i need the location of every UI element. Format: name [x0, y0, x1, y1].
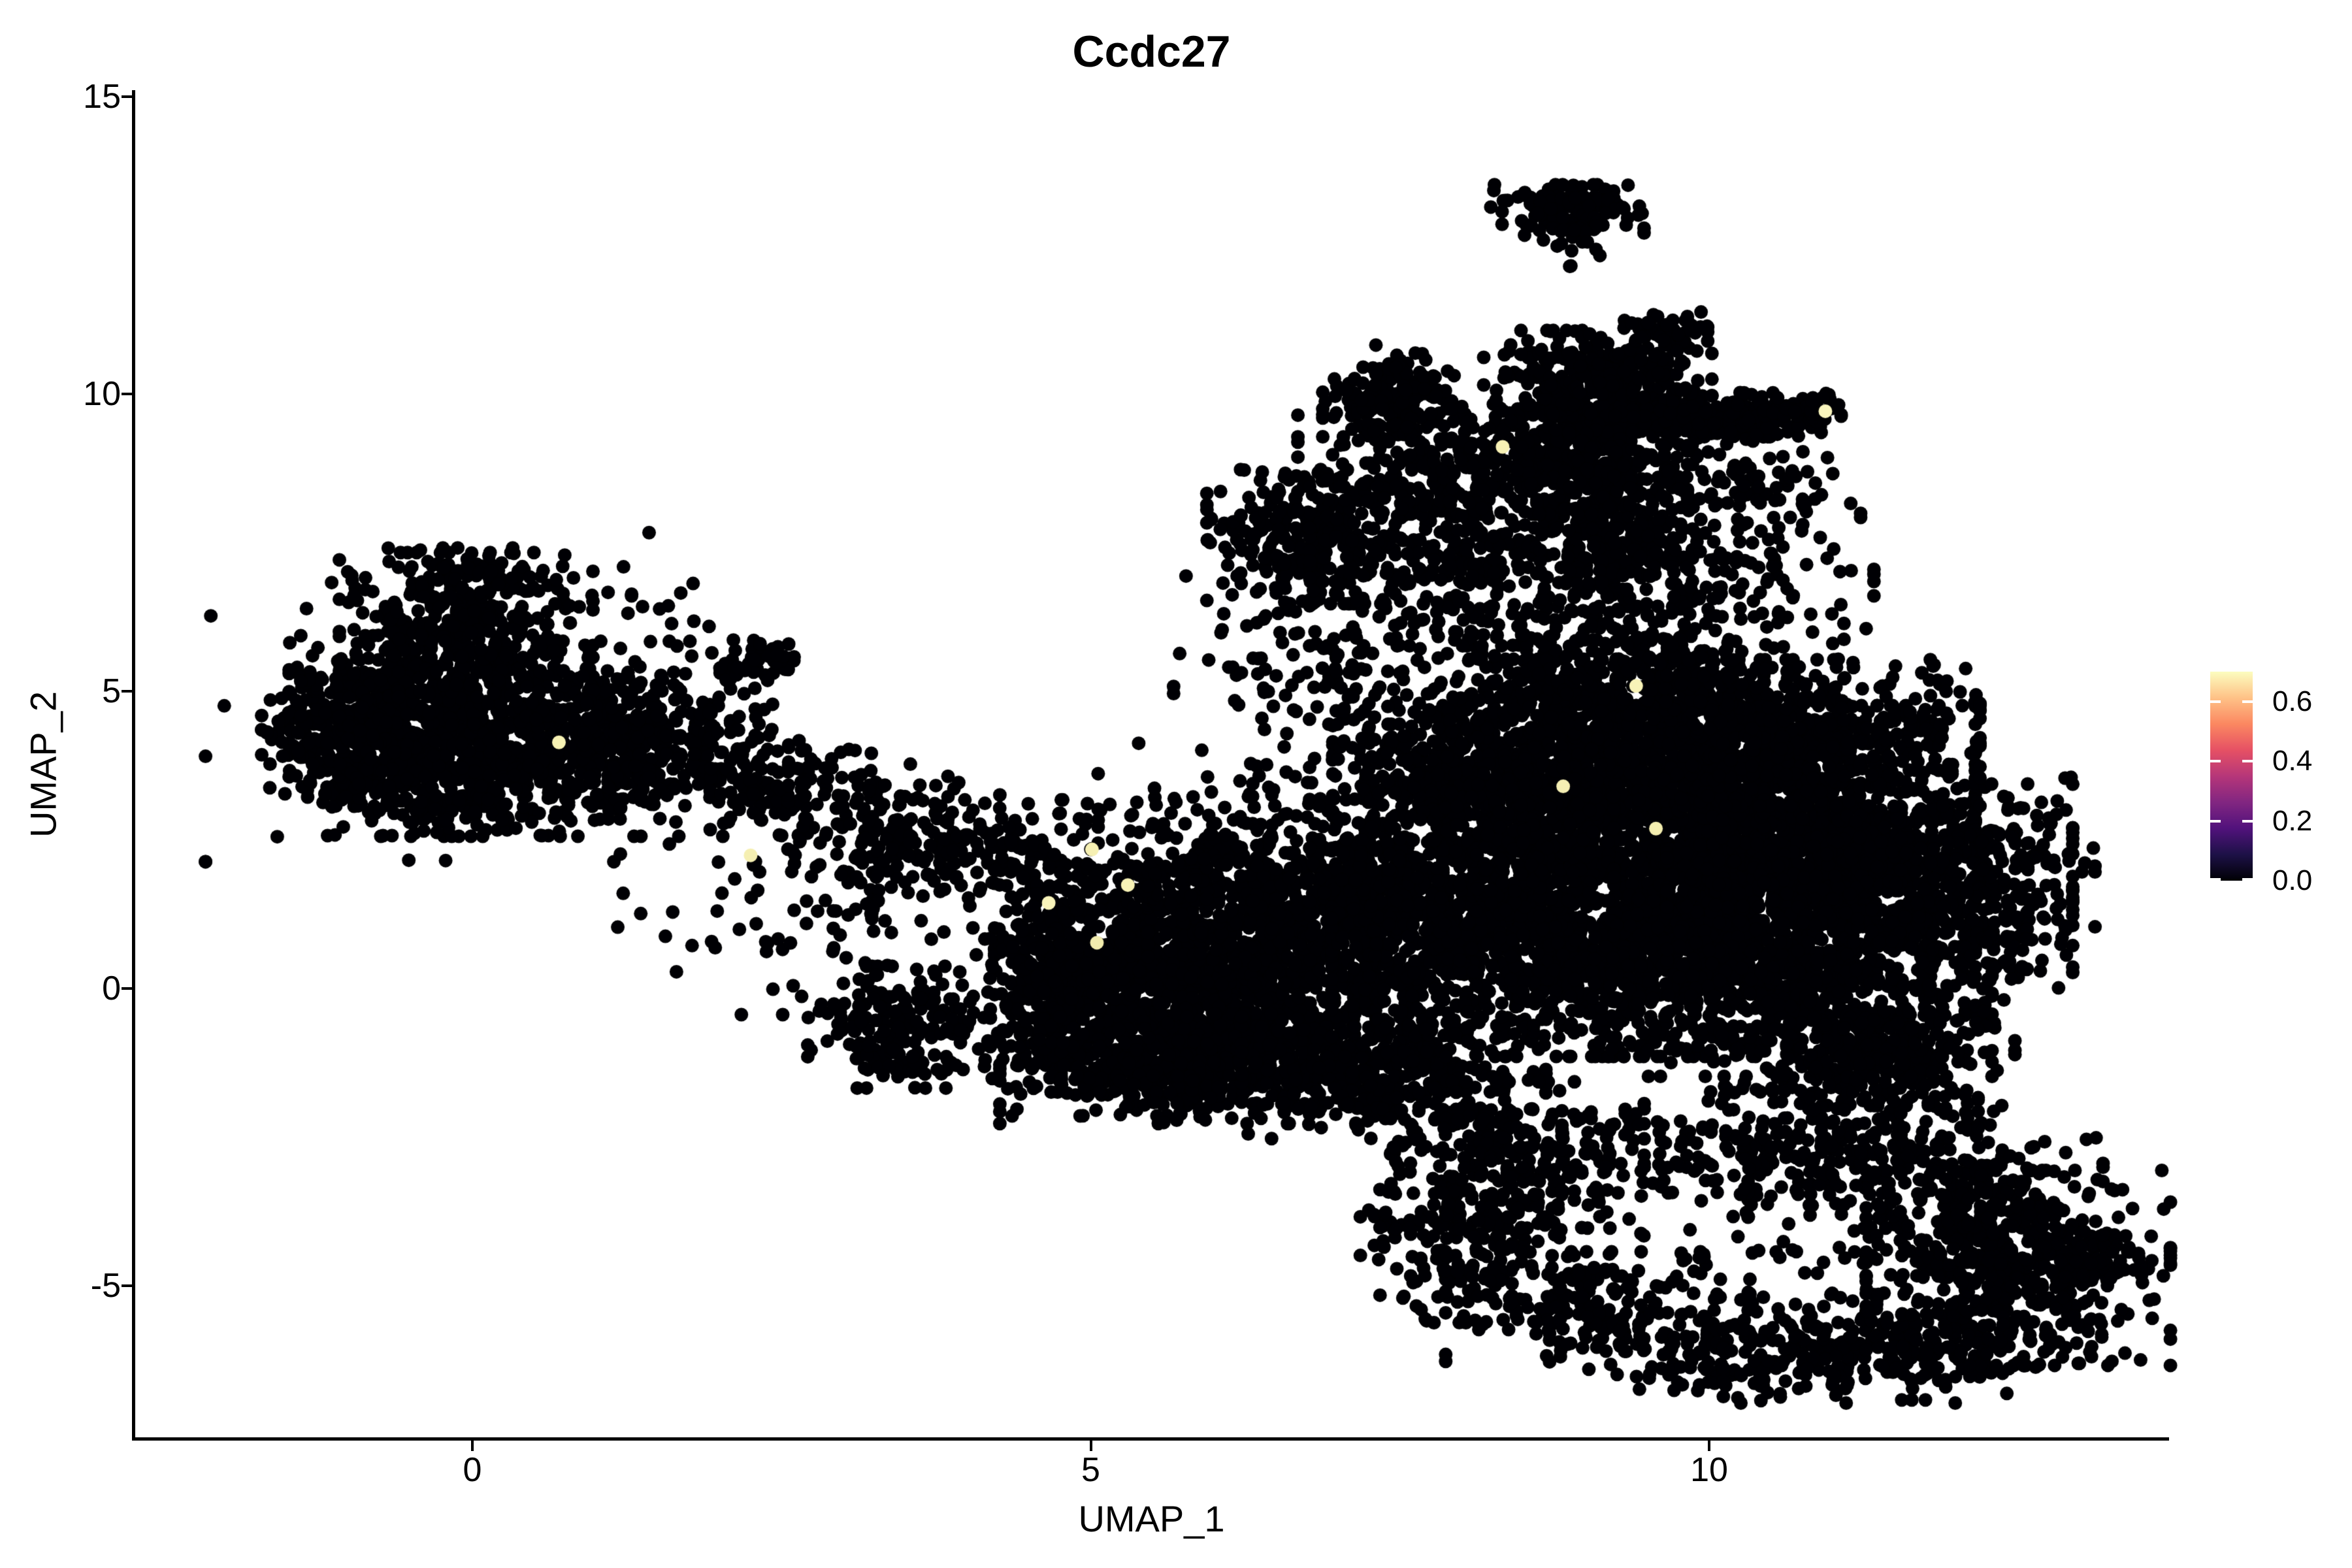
y-tick [122, 1284, 132, 1287]
legend-tick [2242, 700, 2253, 703]
x-tick [1089, 1441, 1092, 1451]
y-tick [122, 393, 132, 395]
x-tick-label: 0 [463, 1451, 482, 1489]
legend-tick-label: 0.0 [2272, 864, 2313, 896]
legend-tick [2210, 760, 2221, 763]
legend-colorbar [2210, 672, 2253, 881]
y-axis-line [132, 90, 135, 1441]
legend-tick-label: 0.2 [2272, 804, 2313, 837]
x-axis-title: UMAP_1 [1078, 1498, 1225, 1539]
y-tick-label: -5 [90, 1267, 121, 1305]
x-tick-label: 5 [1081, 1451, 1100, 1489]
y-tick [122, 987, 132, 990]
legend-tick [2242, 878, 2253, 881]
y-tick-label: 10 [83, 375, 121, 413]
legend-tick [2210, 878, 2221, 881]
plot-title: Ccdc27 [1072, 27, 1231, 76]
y-axis-title: UMAP_2 [22, 691, 64, 838]
y-tick-label: 0 [102, 970, 121, 1007]
x-tick-label: 10 [1690, 1451, 1728, 1489]
x-tick [1708, 1441, 1710, 1451]
legend-tick-label: 0.4 [2272, 745, 2313, 777]
y-tick-label: 5 [102, 672, 121, 710]
y-tick [122, 690, 132, 693]
y-tick [122, 95, 132, 98]
legend-tick [2210, 700, 2221, 703]
legend-tick-label: 0.6 [2272, 685, 2313, 717]
x-axis-line [132, 1437, 2169, 1441]
legend-tick [2242, 819, 2253, 823]
x-tick [471, 1441, 474, 1451]
legend-tick [2242, 760, 2253, 763]
legend-tick [2210, 819, 2221, 823]
y-tick-label: 15 [83, 78, 121, 116]
